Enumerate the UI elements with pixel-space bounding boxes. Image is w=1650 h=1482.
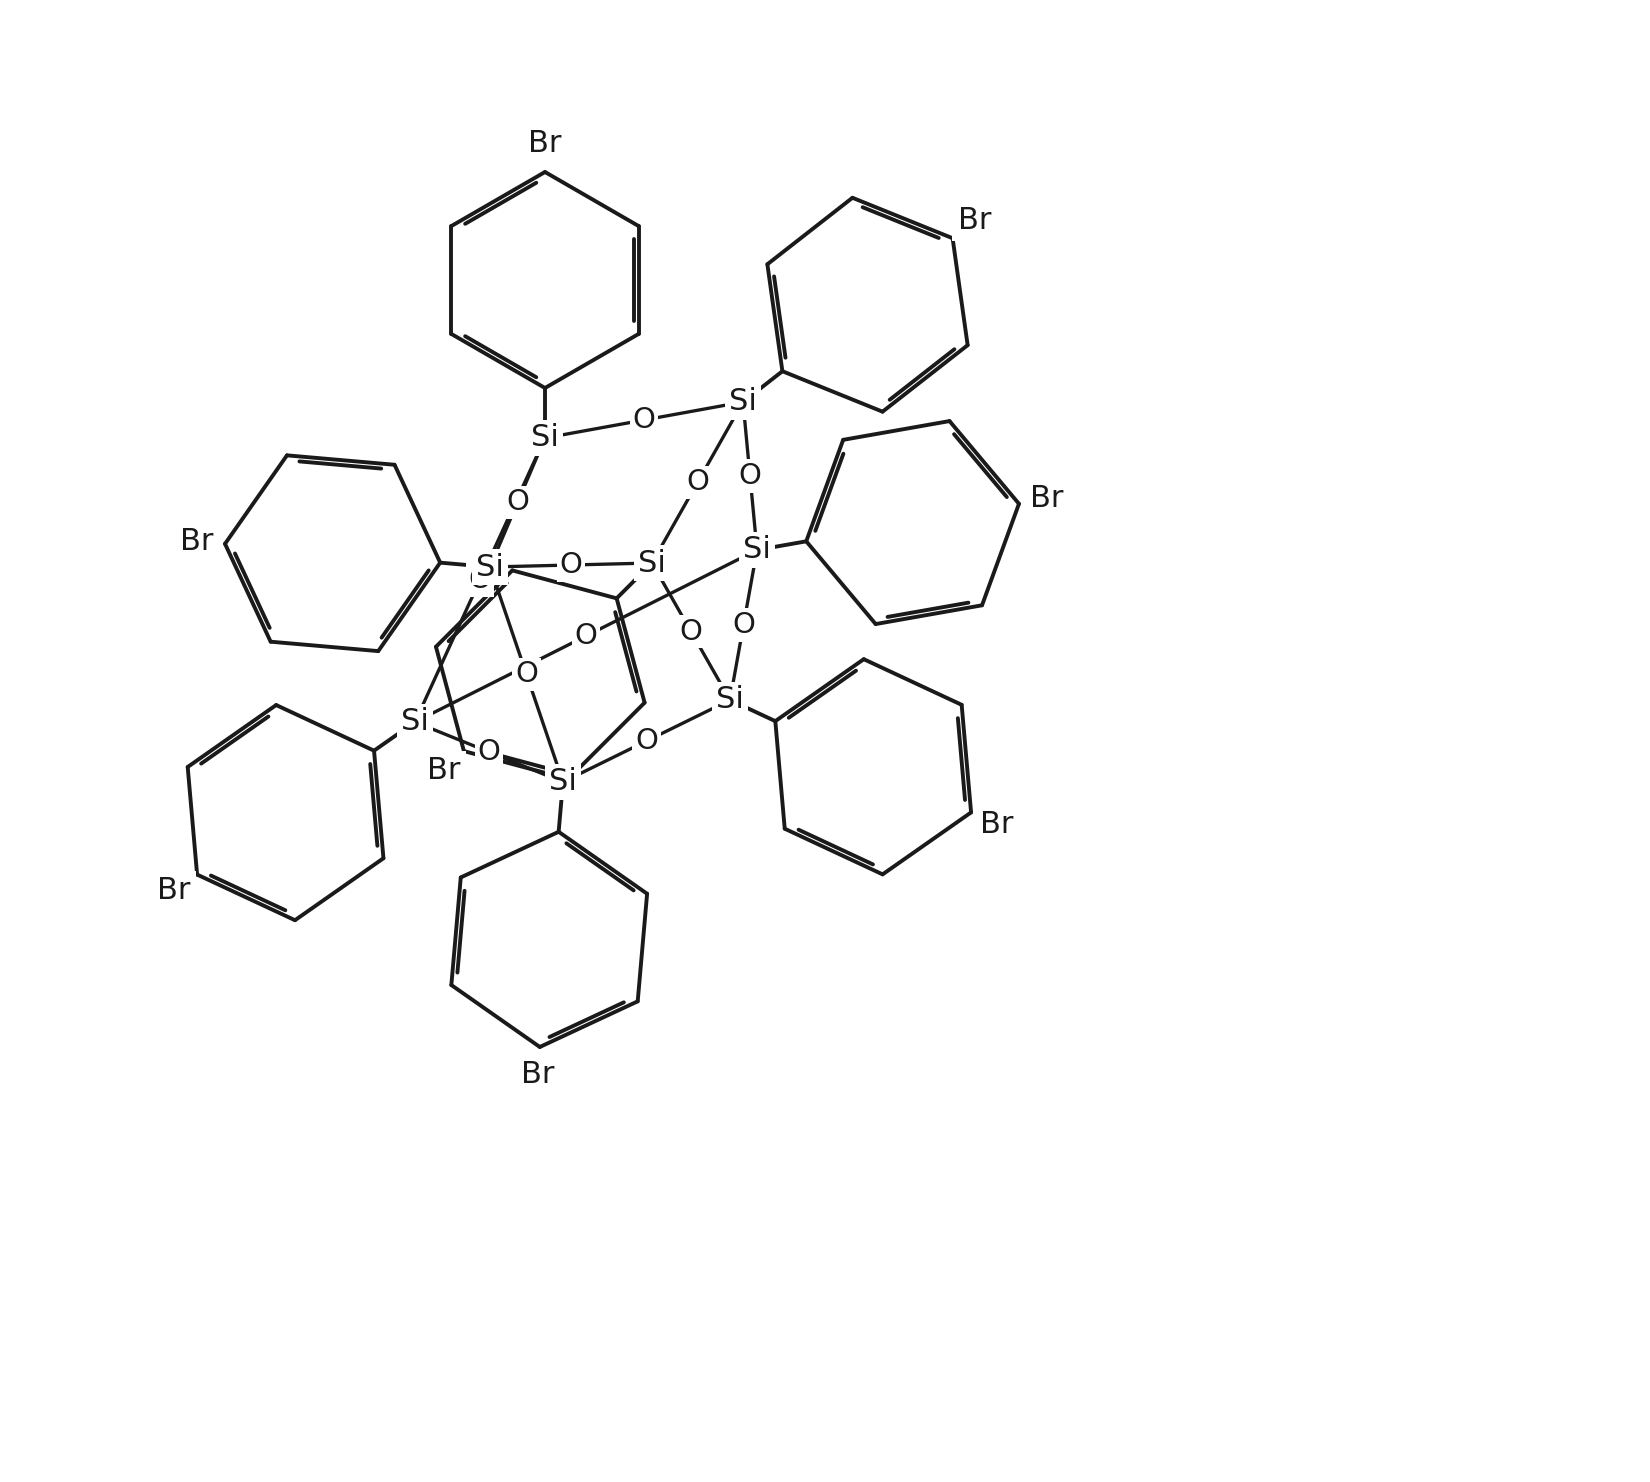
Text: Br: Br (528, 129, 561, 159)
Text: Br: Br (959, 206, 992, 236)
Text: Br: Br (180, 528, 214, 556)
Text: Si: Si (716, 686, 744, 714)
Text: Br: Br (427, 756, 460, 785)
Text: Si: Si (639, 548, 667, 578)
Text: O: O (469, 566, 492, 594)
Text: O: O (515, 661, 538, 689)
Text: Si: Si (729, 387, 757, 416)
Text: Si: Si (742, 535, 771, 565)
Text: O: O (507, 489, 530, 517)
Text: Si: Si (401, 707, 429, 737)
Text: O: O (635, 728, 658, 754)
Text: O: O (686, 468, 710, 496)
Text: Br: Br (1030, 485, 1063, 513)
Text: O: O (632, 406, 655, 434)
Text: Si: Si (549, 768, 578, 796)
Text: Br: Br (521, 1061, 554, 1089)
Text: O: O (739, 462, 761, 491)
Text: Br: Br (157, 876, 191, 906)
Text: O: O (574, 622, 597, 651)
Text: Si: Si (477, 553, 503, 581)
Text: Si: Si (531, 424, 559, 452)
Text: O: O (733, 611, 756, 639)
Text: O: O (477, 738, 500, 766)
Text: Br: Br (980, 809, 1013, 839)
Text: O: O (559, 551, 582, 579)
Text: O: O (680, 618, 703, 646)
